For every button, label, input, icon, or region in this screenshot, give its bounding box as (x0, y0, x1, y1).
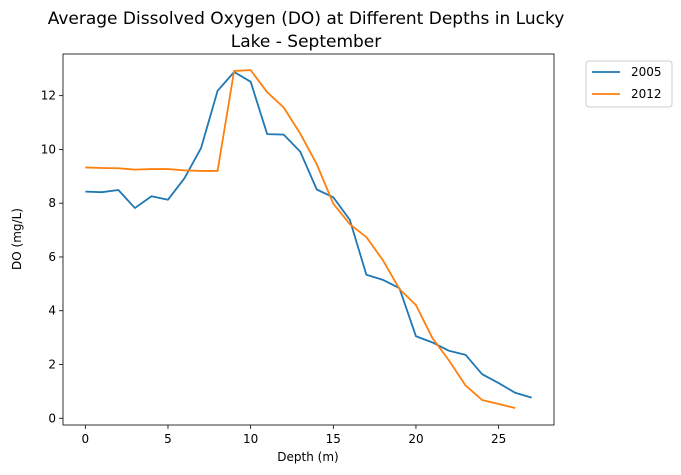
x-axis-label: Depth (m) (277, 450, 338, 464)
y-tick-label: 10 (41, 142, 56, 156)
x-tick-label: 15 (326, 432, 341, 446)
legend-label-2005: 2005 (631, 65, 662, 79)
y-tick-label: 6 (48, 250, 56, 264)
series-line-2012 (85, 69, 516, 409)
x-tick-label: 5 (164, 432, 172, 446)
series-lines (85, 69, 532, 409)
x-tick-label: 0 (81, 432, 89, 446)
y-axis-label: DO (mg/L) (10, 208, 24, 270)
legend-label-2012: 2012 (631, 87, 662, 101)
chart-title-line2: Lake - September (231, 32, 382, 52)
series-line-2005 (85, 71, 532, 399)
y-axis: 0 2 4 6 8 10 12 (41, 89, 63, 425)
y-tick-label: 0 (48, 411, 56, 425)
x-tick-label: 25 (491, 432, 506, 446)
y-tick-label: 12 (41, 89, 56, 103)
legend: 2005 2012 (585, 60, 673, 108)
y-tick-label: 2 (48, 358, 56, 372)
x-axis: 0 5 10 15 20 25 (81, 425, 506, 446)
x-tick-label: 20 (408, 432, 423, 446)
y-tick-label: 8 (48, 196, 56, 210)
plot-area (62, 53, 555, 426)
chart-title-line1: Average Dissolved Oxygen (DO) at Differe… (48, 9, 565, 29)
y-tick-label: 4 (48, 304, 56, 318)
x-tick-label: 10 (243, 432, 258, 446)
